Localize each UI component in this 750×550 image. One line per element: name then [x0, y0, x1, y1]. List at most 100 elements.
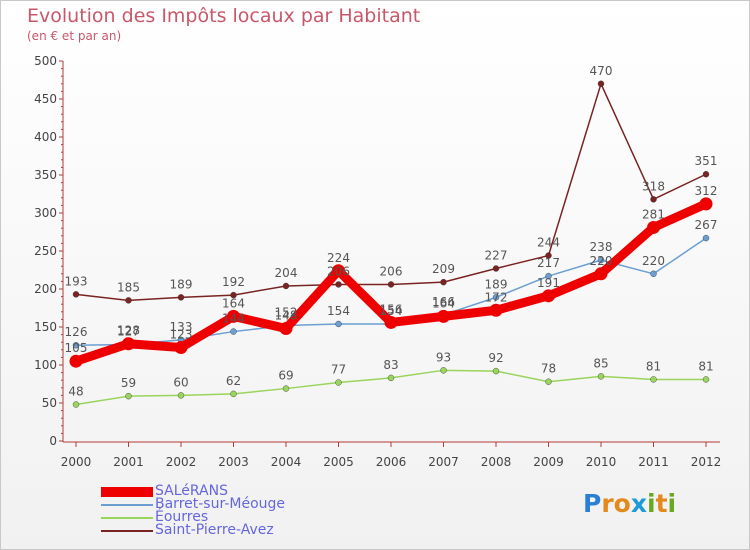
- data-label: 164: [432, 296, 455, 310]
- legend-label: SALéRANS: [155, 483, 228, 499]
- data-label: 217: [537, 256, 560, 270]
- legend-label: Saint-Pierre-Avez: [155, 522, 274, 538]
- data-point: [597, 373, 605, 380]
- data-point: [650, 270, 657, 277]
- data-label: 185: [117, 280, 140, 294]
- data-label: 128: [117, 324, 140, 338]
- logo-letter: o: [613, 489, 631, 518]
- data-point: [125, 297, 132, 304]
- x-tick-label: 2012: [691, 455, 722, 469]
- data-label: 470: [590, 64, 613, 78]
- data-label: 172: [485, 290, 508, 304]
- x-tick-label: 2006: [376, 455, 407, 469]
- data-point: [437, 309, 450, 323]
- data-point: [230, 328, 237, 335]
- data-label: 127: [117, 324, 140, 338]
- data-label: 312: [695, 184, 718, 198]
- data-label: 191: [537, 276, 560, 290]
- chart-subtitle: (en € et par an): [27, 29, 122, 43]
- data-label: 93: [436, 350, 451, 364]
- data-point: [384, 315, 398, 329]
- data-label: 59: [121, 376, 136, 390]
- legend-label: Barret-sur-Méouge: [155, 496, 286, 512]
- data-label: 238: [590, 240, 613, 254]
- x-tick-label: 2002: [166, 455, 197, 469]
- data-point: [177, 294, 185, 301]
- data-point: [492, 265, 500, 272]
- data-label: 154: [327, 304, 350, 318]
- legend-swatch: [101, 516, 153, 519]
- data-label: 81: [698, 359, 713, 373]
- data-label: 148: [275, 309, 298, 323]
- data-point: [230, 291, 237, 299]
- data-label: 164: [222, 296, 245, 310]
- chart-title: Evolution des Impôts locaux par Habitant: [27, 5, 421, 27]
- data-point: [650, 376, 657, 383]
- x-tick-label: 2010: [586, 455, 617, 469]
- data-label: 192: [222, 275, 245, 289]
- logo-letter: x: [630, 489, 647, 518]
- data-label: 318: [642, 179, 665, 193]
- data-label: 189: [170, 277, 193, 291]
- data-point: [335, 281, 342, 288]
- data-point: [702, 376, 710, 383]
- data-point: [545, 252, 552, 259]
- x-tick-label: 2003: [218, 455, 249, 469]
- data-label: 281: [642, 207, 665, 221]
- data-point: [702, 171, 710, 178]
- y-tick-label: 250: [34, 244, 57, 258]
- data-label: 206: [327, 264, 350, 278]
- logo-letter: t: [655, 489, 668, 518]
- data-label: 152: [275, 305, 298, 319]
- data-point: [597, 256, 605, 264]
- data-point: [492, 294, 500, 301]
- data-point: [387, 281, 395, 288]
- data-label: 267: [695, 218, 718, 232]
- data-label: 126: [65, 325, 88, 339]
- logo-letter: i: [647, 489, 656, 518]
- data-label: 81: [646, 359, 661, 373]
- data-point: [279, 322, 293, 336]
- data-point: [72, 342, 80, 349]
- data-point: [440, 278, 447, 286]
- y-tick-label: 100: [34, 358, 57, 372]
- data-point: [699, 197, 713, 211]
- logo-letter: r: [601, 489, 614, 518]
- data-label: 69: [278, 369, 293, 383]
- data-point: [647, 220, 660, 234]
- legend-swatch: [101, 529, 153, 532]
- x-tick-label: 2001: [113, 455, 144, 469]
- data-label: 351: [695, 154, 718, 168]
- data-label: 166: [432, 295, 455, 309]
- x-tick-label: 2000: [61, 455, 92, 469]
- data-point: [230, 390, 237, 398]
- data-point: [282, 282, 290, 290]
- data-point: [335, 379, 342, 386]
- data-label: 220: [590, 254, 613, 268]
- data-label: 92: [488, 351, 503, 365]
- data-label: 48: [68, 385, 83, 399]
- data-label: 193: [65, 274, 88, 288]
- x-tick-label: 2008: [481, 455, 512, 469]
- data-label: 206: [380, 264, 403, 278]
- proxiti-logo: Proxiti: [583, 489, 676, 518]
- data-point: [282, 385, 290, 392]
- data-label: 204: [275, 266, 298, 280]
- data-label: 209: [432, 262, 455, 276]
- data-label: 85: [593, 356, 608, 370]
- x-tick-label: 2011: [638, 455, 669, 469]
- data-point: [177, 392, 185, 399]
- data-label: 60: [173, 375, 188, 389]
- data-point: [545, 378, 552, 385]
- logo-letter: P: [583, 489, 602, 518]
- data-label: 83: [383, 358, 398, 372]
- data-label: 154: [380, 304, 403, 318]
- data-point: [69, 354, 83, 368]
- data-point: [597, 80, 605, 88]
- data-label: 78: [541, 362, 556, 376]
- data-point: [174, 341, 188, 355]
- data-point: [387, 374, 395, 382]
- y-tick-label: 200: [34, 282, 57, 296]
